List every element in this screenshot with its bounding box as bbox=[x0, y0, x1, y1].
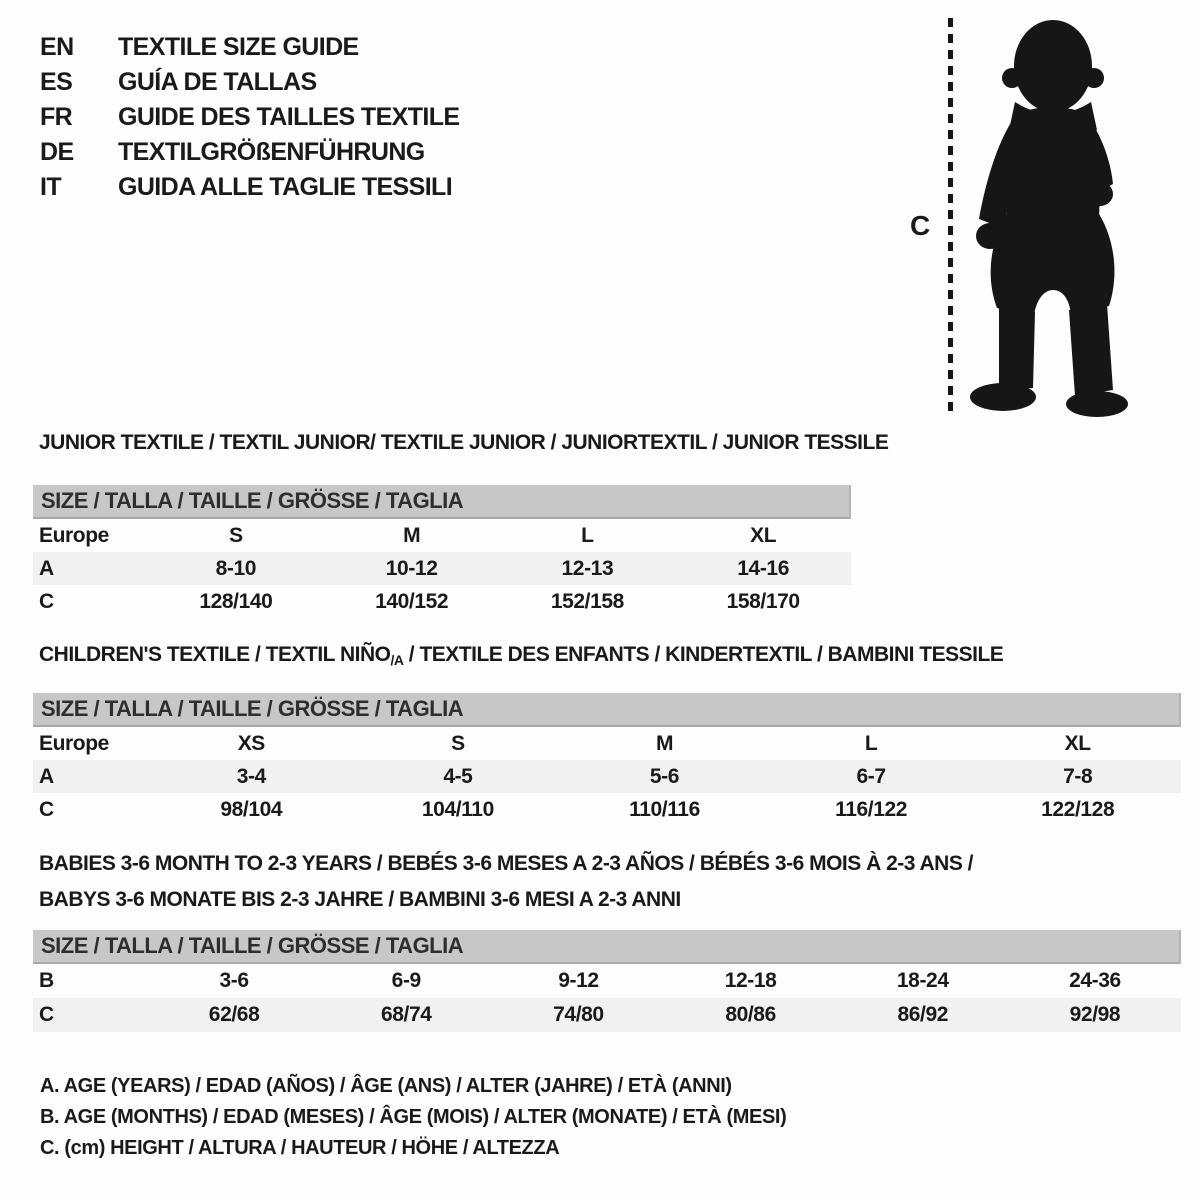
table-cell: 3-6 bbox=[219, 969, 250, 992]
table-cell: 5-6 bbox=[649, 764, 680, 788]
table-cell: L bbox=[864, 731, 878, 755]
table-body: B 3-6 6-9 9-12 12-18 18-24 24-36 C 62/68 68/74 74/… bbox=[33, 964, 1181, 1032]
section-title-text: CHILDREN'S TEXTILE / TEXTIL NIÑO bbox=[39, 643, 391, 666]
language-code: DE bbox=[40, 138, 74, 166]
size-header-bar: SIZE / TALLA / TAILLE / GRÖSSE / TAGLIA bbox=[33, 693, 1181, 727]
table-cell: 110/116 bbox=[629, 797, 700, 821]
size-header-label: SIZE / TALLA / TAILLE / GRÖSSE / TAGLIA bbox=[41, 933, 464, 958]
table-cell: L bbox=[581, 523, 594, 547]
language-code: FR bbox=[40, 103, 73, 131]
row-label: Europe bbox=[39, 731, 109, 755]
table-cell: 8-10 bbox=[215, 556, 257, 580]
language-row: IT GUIDA ALLE TAGLIE TESSILI bbox=[40, 170, 460, 205]
section-babies-textile: BABIES 3-6 MONTH TO 2-3 YEARS / BEBÉS 3-… bbox=[33, 846, 1181, 1032]
footnote: C. (cm) HEIGHT / ALTURA / HAUTEUR / HÖHE… bbox=[40, 1137, 560, 1159]
table-row: A 8-10 10-12 12-13 14-16 bbox=[33, 552, 851, 585]
section-childrens-textile: CHILDREN'S TEXTILE / TEXTIL NIÑO/A / TEX… bbox=[33, 642, 1181, 826]
table-row: B 3-6 6-9 9-12 12-18 18-24 24-36 bbox=[33, 964, 1181, 998]
footnote: B. AGE (MONTHS) / EDAD (MESES) / ÂGE (MO… bbox=[40, 1106, 787, 1128]
table-cell: 140/152 bbox=[375, 589, 449, 613]
table-cell: 74/80 bbox=[553, 1003, 604, 1026]
height-dashed-line bbox=[948, 18, 953, 415]
table-cell: 14-16 bbox=[737, 556, 789, 580]
table-cell: 18-24 bbox=[896, 969, 949, 992]
section-title: CHILDREN'S TEXTILE / TEXTIL NIÑO/A / TEX… bbox=[39, 642, 1181, 673]
row-label: A bbox=[39, 556, 54, 580]
table-cell: 98/104 bbox=[220, 797, 283, 821]
language-title: TEXTILGRÖßENFÜHRUNG bbox=[118, 138, 425, 166]
row-label: C bbox=[39, 1003, 54, 1026]
language-code: ES bbox=[40, 68, 73, 96]
table-cell: M bbox=[655, 731, 674, 755]
table-cell: 12-18 bbox=[724, 969, 777, 992]
table-row: C 62/68 68/74 74/80 80/86 86/92 92/98 bbox=[33, 998, 1181, 1032]
table-cell: 116/122 bbox=[835, 797, 908, 821]
row-label: C bbox=[39, 589, 54, 613]
row-label: C bbox=[39, 797, 54, 821]
row-label: B bbox=[39, 969, 54, 992]
language-row: EN TEXTILE SIZE GUIDE bbox=[40, 30, 460, 65]
language-code: IT bbox=[40, 173, 62, 201]
table-row: A 3-4 4-5 5-6 6-7 7-8 bbox=[33, 760, 1181, 793]
table-cell: XS bbox=[237, 731, 266, 755]
size-header-label: SIZE / TALLA / TAILLE / GRÖSSE / TAGLIA bbox=[41, 488, 464, 513]
toddler-silhouette-icon bbox=[970, 20, 1128, 417]
table-cell: S bbox=[229, 523, 243, 547]
footnote-legend: A. AGE (YEARS) / EDAD (AÑOS) / ÂGE (ANS)… bbox=[40, 1071, 787, 1164]
table-cell: 12-13 bbox=[561, 556, 614, 580]
section-title-text: / TEXTILE DES ENFANTS / KINDERTEXTIL / B… bbox=[403, 643, 1004, 666]
table-cell: XL bbox=[1064, 731, 1091, 755]
size-header-label: SIZE / TALLA / TAILLE / GRÖSSE / TAGLIA bbox=[41, 696, 464, 721]
table-cell: XL bbox=[750, 523, 777, 547]
language-code: EN bbox=[40, 33, 74, 61]
table-cell: 4-5 bbox=[443, 764, 473, 788]
footnote: A. AGE (YEARS) / EDAD (AÑOS) / ÂGE (ANS)… bbox=[40, 1075, 732, 1097]
height-measure-label: C bbox=[910, 210, 931, 241]
table-body: Europe S M L XL A 8-10 10-12 12-13 14-16 C 128/140 1… bbox=[33, 519, 851, 618]
language-title: GUIDE DES TAILLES TEXTILE bbox=[118, 103, 460, 131]
table-cell: 68/74 bbox=[380, 1003, 432, 1026]
table-cell: 62/68 bbox=[208, 1003, 260, 1026]
table-cell: 86/92 bbox=[897, 1003, 949, 1026]
language-row: ES GUÍA DE TALLAS bbox=[40, 65, 460, 100]
table-body: Europe XS S M L XL A 3-4 4-5 5-6 6-7 7-8 C 98/104 104/… bbox=[33, 727, 1181, 826]
table-row: Europe XS S M L XL bbox=[33, 727, 1181, 760]
section-title-line1: BABIES 3-6 MONTH TO 2-3 YEARS / BEBÉS 3-… bbox=[39, 852, 974, 875]
table-cell: 9-12 bbox=[558, 969, 599, 992]
table-cell: 10-12 bbox=[385, 556, 438, 580]
table-cell: 7-8 bbox=[1063, 764, 1093, 788]
section-title: BABIES 3-6 MONTH TO 2-3 YEARS / BEBÉS 3-… bbox=[39, 846, 1181, 918]
table-row: Europe S M L XL bbox=[33, 519, 851, 552]
table-cell: 6-7 bbox=[856, 764, 887, 788]
table-row: C 98/104 104/110 110/116 116/122 122/128 bbox=[33, 793, 1181, 826]
language-list: EN TEXTILE SIZE GUIDE ES GUÍA DE TALLAS FR GU… bbox=[40, 30, 460, 205]
section-junior-textile: JUNIOR TEXTILE / TEXTIL JUNIOR/ TEXTILE … bbox=[33, 430, 889, 618]
table-cell: 128/140 bbox=[199, 589, 273, 613]
section-title-line2: BABYS 3-6 MONATE BIS 2-3 JAHRE / BAMBINI… bbox=[39, 888, 681, 911]
table-cell: 3-4 bbox=[236, 764, 267, 788]
language-title: GUIDA ALLE TAGLIE TESSILI bbox=[118, 173, 453, 201]
language-row: DE TEXTILGRÖßENFÜHRUNG bbox=[40, 135, 460, 170]
language-title: TEXTILE SIZE GUIDE bbox=[118, 33, 359, 61]
size-header-bar: SIZE / TALLA / TAILLE / GRÖSSE / TAGLIA bbox=[33, 485, 851, 519]
table-cell: M bbox=[403, 523, 421, 547]
table-cell: 152/158 bbox=[550, 589, 625, 613]
language-title: GUÍA DE TALLAS bbox=[118, 68, 317, 96]
table-cell: 80/86 bbox=[725, 1003, 776, 1026]
table-cell: 92/98 bbox=[1069, 1003, 1121, 1026]
table-cell: 122/128 bbox=[1041, 797, 1115, 821]
table-cell: 24-36 bbox=[1069, 969, 1121, 992]
table-cell: 6-9 bbox=[391, 969, 422, 992]
row-label: A bbox=[39, 764, 54, 788]
size-header-bar: SIZE / TALLA / TAILLE / GRÖSSE / TAGLIA bbox=[33, 930, 1181, 964]
language-row: FR GUIDE DES TAILLES TEXTILE bbox=[40, 100, 460, 135]
table-cell: S bbox=[451, 731, 465, 755]
table-row: C 128/140 140/152 152/158 158/170 bbox=[33, 585, 851, 618]
row-label: Europe bbox=[39, 523, 109, 547]
table-cell: 158/170 bbox=[726, 589, 801, 613]
section-title-subscript: /A bbox=[390, 652, 404, 668]
section-title: JUNIOR TEXTILE / TEXTIL JUNIOR/ TEXTILE … bbox=[39, 431, 889, 454]
table-cell: 104/110 bbox=[421, 797, 494, 821]
